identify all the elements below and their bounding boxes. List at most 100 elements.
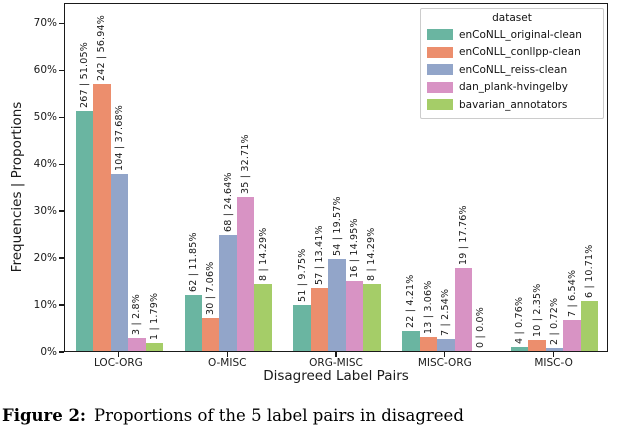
bar-value-label: 8 | 14.29% — [257, 227, 269, 281]
bar-value-label: 19 | 17.76% — [457, 204, 469, 265]
x-tick-mark — [444, 352, 446, 357]
bar — [528, 339, 546, 351]
bars-container: 267 | 51.05% 242 | 56.94% 104 | 37.68% 3 | … — [65, 4, 607, 351]
y-tick-mark — [59, 69, 64, 71]
y-tick-label: 40% — [33, 158, 57, 171]
bar — [219, 235, 237, 351]
bar-value-label: 62 | 11.85% — [187, 232, 199, 293]
y-tick-mark — [59, 351, 64, 353]
x-tick-label: LOC-ORG — [93, 357, 143, 369]
bar — [563, 320, 581, 351]
bar — [580, 300, 599, 351]
caption-text: Proportions of the 5 label pairs in disa… — [94, 406, 464, 425]
legend-row: enCoNLL_original-clean — [427, 26, 597, 44]
bar-value-label: 7 | 6.54% — [566, 270, 578, 318]
y-tick-label: 20% — [33, 252, 57, 265]
legend-item-label: enCoNLL_original-clean — [459, 28, 582, 41]
bar — [310, 288, 329, 351]
bar-value-label: 3 | 2.8% — [131, 293, 143, 335]
y-tick-mark — [59, 116, 64, 118]
legend-swatch — [427, 46, 453, 58]
y-tick-mark — [59, 257, 64, 259]
y-tick-mark — [59, 163, 64, 165]
bar-value-label: 267 | 51.05% — [79, 42, 91, 109]
x-tick-mark — [335, 352, 337, 357]
bar — [437, 339, 455, 351]
bar — [345, 280, 364, 351]
x-tick-mark — [553, 352, 555, 357]
bar — [545, 347, 564, 351]
bar-value-label: 2 | 0.72% — [549, 297, 561, 345]
bar — [402, 331, 420, 351]
legend-row: bavarian_annotators — [427, 96, 597, 114]
x-tick-label: ORG-MISC — [309, 357, 363, 369]
bar-value-label: 13 | 3.06% — [422, 280, 434, 334]
legend-item-label: dan_plank-hvingelby — [459, 81, 568, 94]
bar-value-label: 30 | 7.06% — [205, 261, 217, 315]
caption-figure-number: Figure 2: — [2, 406, 87, 425]
x-tick-label: MISC-O — [534, 357, 573, 369]
x-tick-label: O-MISC — [207, 357, 247, 369]
bar-value-label: 57 | 13.41% — [314, 225, 326, 286]
legend-item-label: enCoNLL_reiss-clean — [459, 63, 568, 76]
bar — [328, 259, 346, 351]
bar — [110, 174, 129, 351]
bar — [511, 347, 529, 351]
x-axis-label: Disagreed Label Pairs — [263, 368, 409, 384]
legend-swatch — [427, 99, 453, 111]
x-tick-mark — [117, 352, 119, 357]
y-tick-label: 60% — [33, 64, 57, 77]
bar-value-label: 1 | 1.79% — [148, 292, 160, 340]
legend-entries: enCoNLL_original-clean enCoNLL_conllpp-cl… — [427, 26, 597, 114]
bar-value-label: 10 | 2.35% — [531, 283, 543, 337]
bar-value-label: 6 | 10.71% — [583, 244, 595, 298]
bar — [363, 283, 381, 351]
bar — [454, 267, 472, 351]
y-tick-mark — [59, 304, 64, 306]
bar-value-label: 8 | 14.29% — [366, 227, 378, 281]
legend-swatch — [427, 29, 453, 41]
bar-value-label: 22 | 4.21% — [405, 274, 417, 329]
y-tick-label: 10% — [33, 299, 57, 312]
bar — [184, 295, 203, 351]
bar-value-label: 104 | 37.68% — [113, 105, 125, 172]
legend-row: dan_plank-hvingelby — [427, 79, 597, 97]
bar-value-label: 51 | 9.75% — [296, 248, 308, 303]
bar-value-label: 7 | 2.54% — [440, 288, 452, 337]
legend: dataset enCoNLL_original-clean enCoNLL_co… — [420, 8, 604, 119]
bar — [419, 336, 438, 351]
legend-title: dataset — [492, 12, 532, 24]
legend-row: enCoNLL_reiss-clean — [427, 61, 597, 79]
y-tick-label: 0% — [40, 346, 57, 358]
bar-value-label: 54 | 19.57% — [331, 196, 343, 257]
y-axis-label: Frequencies | Proportions — [9, 101, 25, 273]
legend-swatch — [427, 81, 453, 93]
y-tick-label: 30% — [33, 205, 57, 218]
bar — [293, 305, 311, 351]
bar — [254, 283, 272, 351]
bar — [75, 111, 94, 351]
bar — [202, 317, 220, 351]
bar-value-label: 16 | 14.95% — [348, 218, 360, 278]
bar-value-label: 0 | 0.0% — [475, 306, 487, 348]
bar-value-label: 68 | 24.64% — [222, 172, 234, 233]
bar — [145, 342, 163, 351]
x-tick-mark — [226, 352, 228, 357]
y-tick-label: 50% — [33, 111, 57, 124]
y-tick-mark — [59, 22, 64, 24]
legend-swatch — [427, 64, 453, 76]
bar — [128, 337, 146, 351]
plot-area: 267 | 51.05% 242 | 56.94% 104 | 37.68% 3 | … — [64, 3, 608, 352]
figure-caption: Figure 2: Proportions of the 5 label pair… — [2, 406, 618, 425]
legend-item-label: enCoNLL_conllpp-clean — [459, 46, 581, 59]
legend-row: enCoNLL_conllpp-clean — [427, 44, 597, 62]
y-tick-mark — [59, 210, 64, 212]
x-tick-label: MISC-ORG — [417, 357, 472, 369]
bar — [93, 83, 111, 351]
y-tick-label: 70% — [33, 17, 57, 30]
bar-value-label: 4 | 0.76% — [514, 297, 526, 345]
bar-value-label: 35 | 32.71% — [240, 134, 252, 195]
bar — [236, 197, 255, 351]
bar-value-label: 242 | 56.94% — [96, 14, 108, 81]
